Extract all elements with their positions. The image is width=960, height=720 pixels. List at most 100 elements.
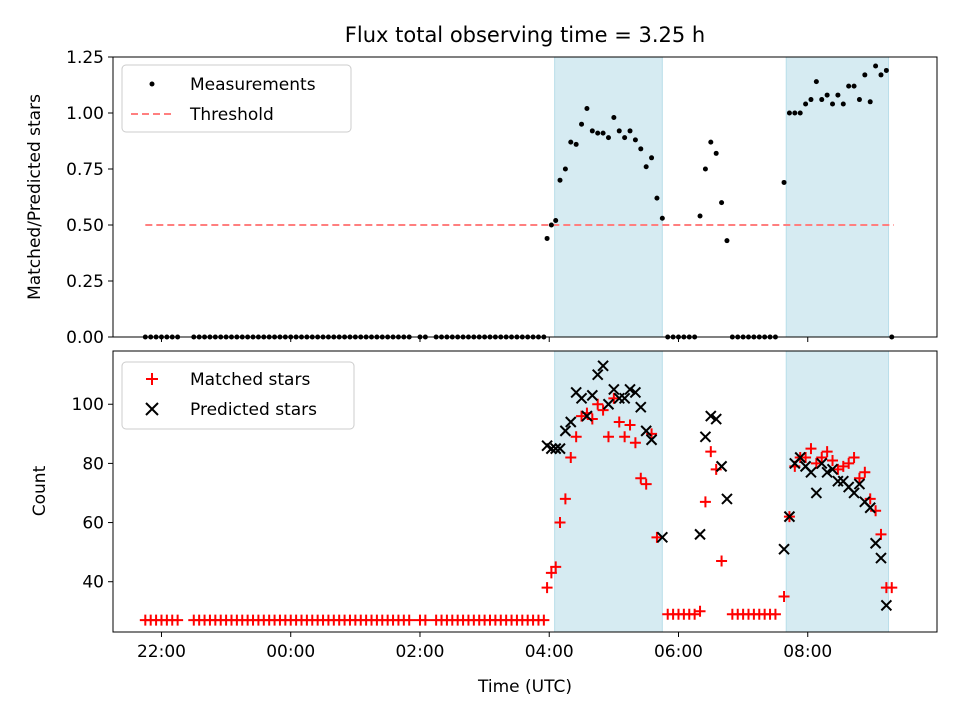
matched-star-point — [559, 493, 571, 505]
predicted-star-point — [816, 457, 828, 470]
y-tick-label: 0.50 — [66, 216, 104, 236]
measurement-point — [803, 101, 809, 107]
top-panel: 0.00 0.25 0.50 0.75 1.00 1.25 Flux total obse… — [25, 23, 938, 348]
matched-star-point — [859, 466, 871, 478]
matched-star-point — [403, 614, 415, 626]
matched-star-point — [545, 567, 557, 579]
matched-star-point — [624, 419, 636, 431]
measurement-point — [786, 110, 792, 116]
top-x-ticks — [160, 337, 809, 342]
x-axis-label: Time (UTC) — [477, 677, 572, 697]
predicted-star-point — [575, 392, 588, 405]
measurement-point — [808, 97, 814, 103]
matched-star-point — [629, 437, 641, 449]
measurement-point — [702, 166, 708, 172]
measurement-point — [605, 135, 611, 141]
matched-legend-marker — [146, 373, 158, 385]
predicted-star-point — [629, 386, 642, 399]
measurement-point — [862, 72, 868, 78]
y-tick-label: 100 — [72, 395, 104, 415]
y-tick-label: 1.25 — [66, 48, 104, 68]
measurement-point — [557, 177, 563, 183]
chart-title: Flux total observing time = 3.25 h — [345, 23, 705, 47]
predicted-star-point — [581, 410, 593, 422]
matched-star-point — [821, 446, 833, 458]
highlight-span-1 — [554, 350, 663, 633]
predicted-star-point — [721, 493, 733, 505]
matched-star-point — [597, 404, 609, 416]
measurement-point — [813, 79, 819, 85]
bottom-y-ticks: 40 60 80 100 — [72, 395, 113, 593]
predicted-star-point — [705, 410, 717, 422]
measurement-point — [835, 92, 841, 98]
predicted-star-point — [821, 466, 833, 478]
measurement-point — [840, 101, 846, 107]
predicted-star-point — [853, 478, 866, 490]
predicted-star-point — [640, 425, 652, 437]
matched-star-point — [699, 496, 711, 508]
measurement-point — [819, 97, 825, 103]
measurement-point — [573, 141, 579, 147]
measurement-point — [856, 97, 862, 103]
measurement-point — [654, 195, 660, 201]
matched-star-point — [419, 614, 431, 626]
matched-star-point — [619, 431, 631, 443]
matched-star-point — [886, 582, 898, 594]
bottom-panel: 40 60 80 100 22:00 00:00 02:00 04:00 06:00 08:00… — [30, 350, 938, 697]
measurement-point — [867, 99, 873, 105]
measurement-point — [616, 128, 622, 134]
y-tick-label: 0.25 — [66, 272, 104, 292]
y-tick-label: 80 — [82, 454, 104, 474]
measurement-point — [659, 215, 665, 221]
matched-star-point — [843, 457, 855, 469]
top-axes-frame — [112, 56, 938, 338]
matched-star-point — [716, 555, 728, 567]
top-highlight-spans — [554, 56, 890, 338]
predicted-star-point — [710, 413, 722, 425]
predicted-star-point — [554, 442, 566, 455]
top-legend: Measurements Threshold — [121, 64, 352, 133]
bottom-legend: Matched stars Predicted stars — [121, 361, 355, 430]
highlight-span-2 — [785, 350, 890, 633]
x-tick-label: 08:00 — [783, 642, 832, 662]
matched-star-point — [602, 431, 614, 443]
measurement-point — [846, 83, 852, 89]
predicted-star-point — [778, 543, 790, 555]
matched-star-point — [570, 431, 582, 443]
matched-star-point — [592, 398, 604, 410]
measurement-point — [708, 139, 714, 145]
legend-predicted-label: Predicted stars — [190, 400, 317, 420]
predicted-star-point — [602, 398, 615, 410]
matched-star-point — [694, 605, 706, 617]
predicted-star-point — [608, 383, 620, 396]
matched-star-point — [550, 561, 562, 573]
matched-star-point — [805, 443, 817, 455]
top-legend-box — [121, 64, 352, 133]
matched-star-point — [651, 531, 663, 543]
highlight-span-2 — [785, 56, 890, 338]
predicted-star-point — [694, 528, 706, 541]
x-tick-label: 02:00 — [395, 642, 444, 662]
predicted-star-point — [810, 487, 823, 499]
predicted-star-point — [635, 401, 647, 413]
predicted-star-point — [559, 425, 572, 437]
predicted-star-point — [645, 434, 658, 446]
predicted-star-point — [826, 463, 839, 476]
bottom-x-ticks: 22:00 00:00 02:00 04:00 06:00 08:00 — [137, 632, 832, 662]
top-y-axis-label: Matched/Predicted stars — [25, 94, 45, 300]
y-tick-label: 0.00 — [66, 328, 104, 348]
matched-star-point — [538, 614, 550, 626]
matched-star-point — [554, 517, 566, 529]
predicted-star-point — [591, 368, 604, 381]
predicted-star-point — [545, 442, 558, 455]
measurement-point — [883, 67, 889, 73]
measurement-point — [544, 235, 550, 241]
predicted-star-point — [597, 360, 609, 372]
matched-star-point — [613, 416, 625, 428]
legend-measurements-label: Measurements — [190, 75, 316, 95]
bottom-legend-box — [121, 361, 355, 430]
measurement-point — [781, 179, 787, 185]
measurement-point — [553, 218, 559, 224]
bottom-axes-frame — [112, 350, 938, 633]
